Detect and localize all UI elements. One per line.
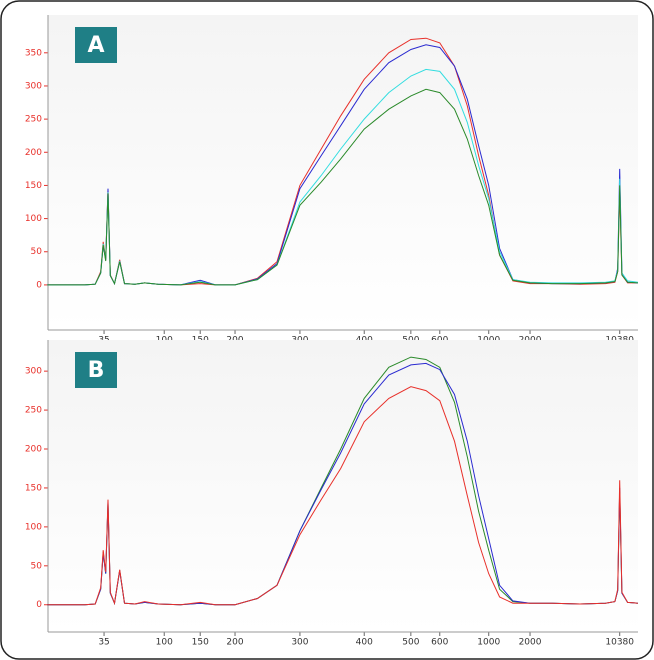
trace bbox=[47, 88, 638, 286]
y-tick-label: 150 bbox=[25, 181, 42, 191]
panel-label-box bbox=[75, 27, 117, 63]
y-tick-label: 0 bbox=[36, 600, 42, 610]
x-tick-label: 500 bbox=[402, 638, 419, 648]
plot-area bbox=[48, 15, 638, 330]
trace bbox=[47, 386, 638, 606]
x-tick-label: 35 bbox=[98, 638, 109, 648]
x-tick-label: 400 bbox=[356, 638, 373, 648]
x-tick-label: 300 bbox=[291, 638, 308, 648]
y-tick-label: 100 bbox=[25, 522, 42, 532]
panel-label: B bbox=[88, 358, 105, 383]
y-tick-label: 250 bbox=[25, 115, 42, 125]
y-tick-label: 100 bbox=[25, 214, 42, 224]
x-tick-label: 10380 bbox=[605, 638, 634, 648]
plot-area bbox=[48, 340, 638, 632]
y-tick-label: 300 bbox=[25, 81, 42, 91]
x-tick-label: 2000 bbox=[519, 638, 542, 648]
y-tick-label: 300 bbox=[25, 367, 42, 377]
panel-label-box bbox=[75, 352, 117, 388]
y-tick-label: 50 bbox=[31, 247, 43, 257]
panel-label: A bbox=[87, 33, 104, 58]
y-tick-label: 200 bbox=[25, 445, 42, 455]
y-tick-label: 250 bbox=[25, 406, 42, 416]
x-tick-label: 200 bbox=[226, 638, 243, 648]
x-tick-label: 100 bbox=[156, 638, 173, 648]
x-tick-label: 600 bbox=[431, 638, 448, 648]
y-tick-label: 0 bbox=[36, 280, 42, 290]
x-tick-label: 150 bbox=[192, 638, 209, 648]
y-tick-label: 200 bbox=[25, 148, 42, 158]
x-tick-label: 1000 bbox=[477, 638, 500, 648]
y-tick-label: 50 bbox=[31, 561, 43, 571]
y-tick-label: 350 bbox=[25, 48, 42, 58]
y-tick-label: 150 bbox=[25, 483, 42, 493]
